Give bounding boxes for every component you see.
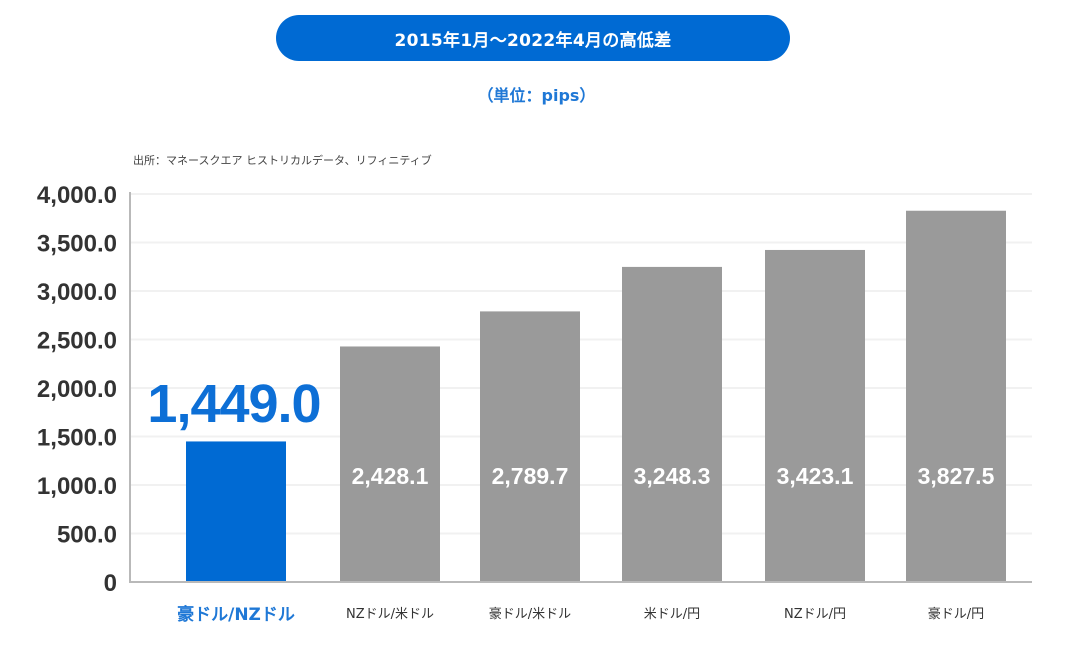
y-axis-ticks: 0 500.0 1,000.0 1,500.0 2,000.0 2,500.0 3,000.…: [37, 182, 117, 597]
y-tick-label: 1,000.0: [37, 473, 117, 500]
bar-3: [480, 311, 580, 582]
x-tick-label: 豪ドル/円: [928, 606, 984, 622]
y-tick-label: 500.0: [57, 522, 117, 549]
value-label: 2,789.7: [492, 463, 569, 489]
bar-1: [186, 441, 286, 582]
value-label: 3,248.3: [634, 463, 711, 489]
chart-title-banner: 2015年1月〜2022年4月の高低差: [276, 15, 790, 61]
bar-2: [340, 346, 440, 582]
value-label: 3,827.5: [918, 463, 995, 489]
gridlines: [130, 193, 1032, 535]
value-label: 2,428.1: [352, 463, 429, 489]
value-label: 3,423.1: [777, 463, 854, 489]
x-tick-label: 米ドル/円: [644, 607, 700, 622]
y-tick-label: 1,500.0: [37, 425, 117, 452]
value-labels: 1,449.0 2,428.1 2,789.7 3,248.3 3,423.1 3,827…: [147, 374, 994, 489]
axes: [129, 192, 1032, 583]
chart-title: 2015年1月〜2022年4月の高低差: [394, 30, 672, 51]
unit-label: （単位：pips）: [477, 86, 596, 105]
y-tick-label: 4,000.0: [37, 182, 117, 209]
x-tick-label: NZドル/円: [784, 607, 846, 622]
bar-5: [765, 249, 865, 583]
bars: [186, 210, 1006, 583]
value-label: 1,449.0: [147, 374, 320, 434]
bar-6: [906, 210, 1006, 583]
x-tick-label: 豪ドル/米ドル: [489, 606, 571, 622]
y-tick-label: 3,500.0: [37, 231, 117, 258]
bar-4: [622, 266, 722, 582]
y-tick-label: 2,000.0: [37, 376, 117, 403]
x-tick-label: NZドル/米ドル: [346, 607, 434, 622]
y-tick-label: 0: [104, 570, 117, 597]
x-axis-labels: 豪ドル/NZドル NZドル/米ドル 豪ドル/米ドル 米ドル/円 NZドル/円 豪ドル/円: [177, 604, 984, 625]
source-note: 出所：マネースクエア ヒストリカルデータ、リフィニティブ: [133, 154, 432, 167]
x-tick-label: 豪ドル/NZドル: [177, 604, 295, 625]
y-tick-label: 2,500.0: [37, 328, 117, 355]
y-tick-label: 3,000.0: [37, 279, 117, 306]
